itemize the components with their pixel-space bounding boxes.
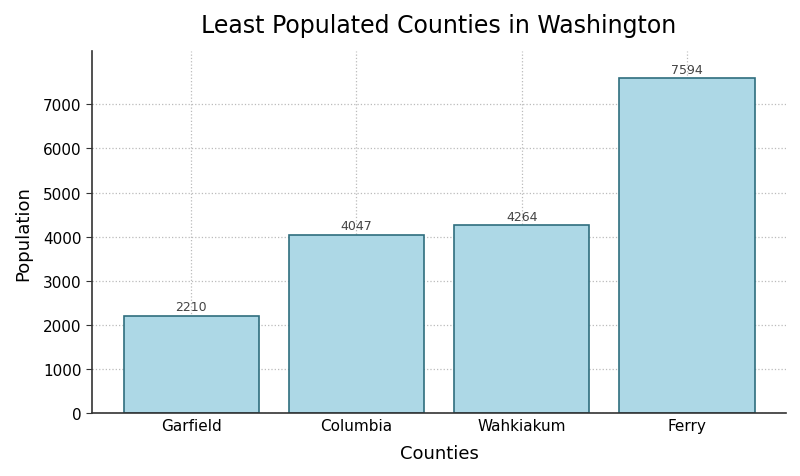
- Text: 7594: 7594: [671, 63, 702, 77]
- Y-axis label: Population: Population: [14, 186, 32, 280]
- Bar: [454, 226, 590, 413]
- Bar: [289, 235, 424, 413]
- Text: 4264: 4264: [506, 210, 538, 223]
- Text: 2210: 2210: [175, 300, 207, 314]
- Bar: [619, 79, 754, 413]
- Title: Least Populated Counties in Washington: Least Populated Counties in Washington: [202, 14, 677, 38]
- X-axis label: Counties: Counties: [400, 444, 478, 462]
- Text: 4047: 4047: [341, 220, 372, 233]
- Bar: [123, 316, 259, 413]
